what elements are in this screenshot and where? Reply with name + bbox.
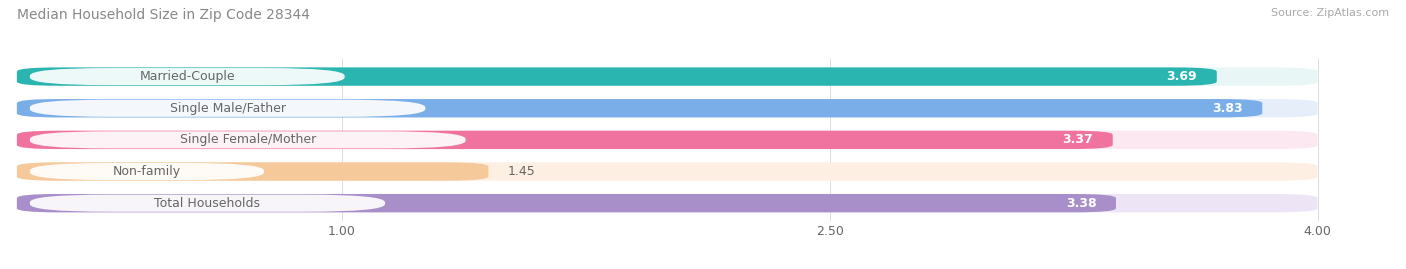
Text: Non-family: Non-family (112, 165, 181, 178)
Text: 3.69: 3.69 (1167, 70, 1198, 83)
FancyBboxPatch shape (30, 195, 385, 212)
FancyBboxPatch shape (30, 163, 264, 180)
FancyBboxPatch shape (17, 99, 1263, 117)
FancyBboxPatch shape (17, 162, 1317, 181)
FancyBboxPatch shape (30, 131, 465, 148)
FancyBboxPatch shape (30, 100, 425, 117)
FancyBboxPatch shape (17, 68, 1216, 86)
FancyBboxPatch shape (17, 194, 1116, 212)
FancyBboxPatch shape (17, 131, 1317, 149)
Text: Source: ZipAtlas.com: Source: ZipAtlas.com (1271, 8, 1389, 18)
FancyBboxPatch shape (17, 131, 1112, 149)
Text: 3.38: 3.38 (1066, 197, 1097, 210)
Text: 3.83: 3.83 (1212, 102, 1243, 115)
Text: Single Male/Father: Single Male/Father (170, 102, 285, 115)
Text: Single Female/Mother: Single Female/Mother (180, 133, 316, 146)
FancyBboxPatch shape (17, 99, 1317, 117)
Text: Median Household Size in Zip Code 28344: Median Household Size in Zip Code 28344 (17, 8, 309, 22)
Text: 3.37: 3.37 (1063, 133, 1094, 146)
FancyBboxPatch shape (30, 68, 344, 85)
FancyBboxPatch shape (17, 194, 1317, 212)
Text: Married-Couple: Married-Couple (139, 70, 235, 83)
Text: 1.45: 1.45 (508, 165, 536, 178)
FancyBboxPatch shape (17, 68, 1317, 86)
FancyBboxPatch shape (17, 162, 488, 181)
Text: Total Households: Total Households (155, 197, 260, 210)
